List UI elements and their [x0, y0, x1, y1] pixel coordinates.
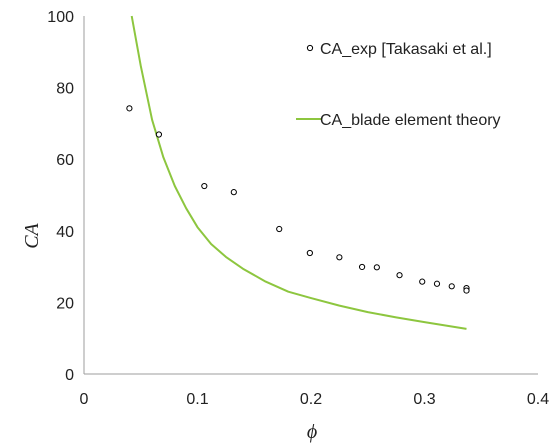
- legend-marker-exp: [306, 44, 314, 52]
- x-tick-label: 0.1: [186, 391, 208, 408]
- x-axis-title: ϕ: [307, 421, 317, 443]
- y-tick-label: 80: [56, 81, 74, 98]
- legend: CA_exp [Takasaki et al.] CA_blade elemen…: [296, 41, 501, 129]
- y-tick-label: 60: [56, 152, 74, 169]
- plot-area: 0 20 40 60 80 100 0 0.1 0.2 0.3 0.4: [47, 9, 549, 408]
- data-point-exp: [276, 225, 283, 233]
- data-point-exp: [201, 182, 208, 190]
- y-tick-label: 100: [47, 9, 74, 26]
- data-point-exp: [155, 131, 163, 138]
- x-tick-label: 0.2: [300, 391, 322, 408]
- data-point-exp: [358, 263, 366, 271]
- data-point-exp: [433, 280, 441, 287]
- data-point-exp: [396, 272, 403, 279]
- series-layer: [126, 15, 470, 330]
- data-point-exp: [419, 278, 426, 285]
- y-axis-ticks: 0 20 40 60 80 100: [47, 9, 74, 384]
- data-point-exp: [336, 254, 343, 261]
- x-axis-ticks: 0 0.1 0.2 0.3 0.4: [80, 391, 550, 408]
- legend-label-exp: CA_exp [Takasaki et al.]: [320, 41, 492, 58]
- y-tick-label: 20: [56, 295, 74, 312]
- x-tick-label: 0.3: [413, 391, 435, 408]
- x-tick-label: 0.4: [527, 391, 549, 408]
- legend-label-theory: CA_blade element theory: [320, 112, 501, 129]
- y-axis-title: CA: [21, 222, 43, 248]
- y-tick-label: 0: [65, 367, 74, 384]
- data-point-exp: [230, 189, 237, 196]
- data-point-exp: [306, 249, 313, 257]
- y-tick-label: 40: [56, 224, 74, 241]
- x-tick-label: 0: [80, 391, 89, 408]
- data-point-exp: [448, 283, 455, 290]
- data-point-exp: [463, 287, 470, 294]
- data-point-exp: [373, 264, 380, 271]
- data-point-exp: [126, 105, 133, 112]
- series-line-theory: [130, 15, 467, 330]
